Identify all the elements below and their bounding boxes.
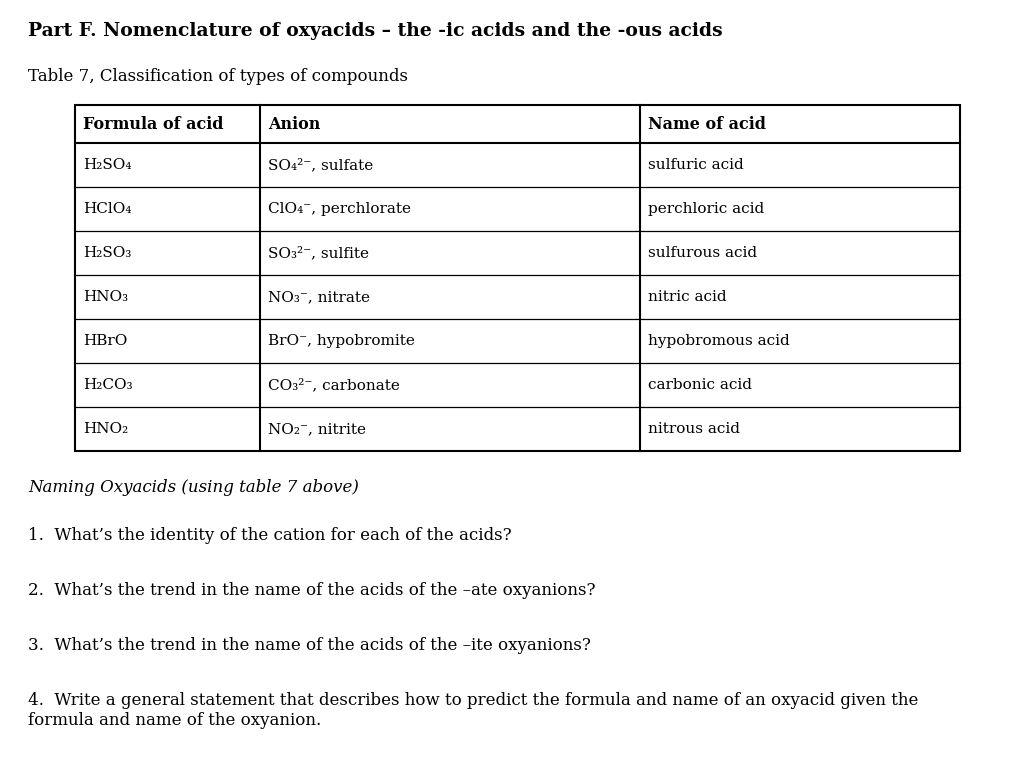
Text: HNO₃: HNO₃ xyxy=(83,290,128,304)
Text: Anion: Anion xyxy=(268,115,321,132)
Text: HBrO: HBrO xyxy=(83,334,127,348)
Text: Part F. Nomenclature of oxyacids – the -ic acids and the -ous acids: Part F. Nomenclature of oxyacids – the -… xyxy=(28,22,723,40)
Text: Name of acid: Name of acid xyxy=(648,115,766,132)
Text: HClO₄: HClO₄ xyxy=(83,202,131,216)
Text: H₂SO₄: H₂SO₄ xyxy=(83,158,131,172)
Text: H₂CO₃: H₂CO₃ xyxy=(83,378,133,392)
Text: nitrous acid: nitrous acid xyxy=(648,422,740,436)
Text: 4.  Write a general statement that describes how to predict the formula and name: 4. Write a general statement that descri… xyxy=(28,692,919,728)
Text: SO₄²⁻, sulfate: SO₄²⁻, sulfate xyxy=(268,158,374,172)
Text: sulfurous acid: sulfurous acid xyxy=(648,246,757,260)
Text: Formula of acid: Formula of acid xyxy=(83,115,223,132)
Text: Naming Oxyacids (using table 7 above): Naming Oxyacids (using table 7 above) xyxy=(28,479,358,496)
Text: H₂SO₃: H₂SO₃ xyxy=(83,246,131,260)
Text: HNO₂: HNO₂ xyxy=(83,422,128,436)
Text: carbonic acid: carbonic acid xyxy=(648,378,752,392)
Text: NO₂⁻, nitrite: NO₂⁻, nitrite xyxy=(268,422,366,436)
Text: NO₃⁻, nitrate: NO₃⁻, nitrate xyxy=(268,290,370,304)
Text: Table 7, Classification of types of compounds: Table 7, Classification of types of comp… xyxy=(28,68,408,85)
Text: 3.  What’s the trend in the name of the acids of the –ite oxyanions?: 3. What’s the trend in the name of the a… xyxy=(28,637,591,654)
Text: perchloric acid: perchloric acid xyxy=(648,202,764,216)
Text: 1.  What’s the identity of the cation for each of the acids?: 1. What’s the identity of the cation for… xyxy=(28,527,512,544)
Text: SO₃²⁻, sulfite: SO₃²⁻, sulfite xyxy=(268,246,369,260)
Bar xyxy=(75,105,961,451)
Text: BrO⁻, hypobromite: BrO⁻, hypobromite xyxy=(268,334,415,348)
Text: sulfuric acid: sulfuric acid xyxy=(648,158,743,172)
Text: nitric acid: nitric acid xyxy=(648,290,727,304)
Text: 2.  What’s the trend in the name of the acids of the –ate oxyanions?: 2. What’s the trend in the name of the a… xyxy=(28,582,596,599)
Text: ClO₄⁻, perchlorate: ClO₄⁻, perchlorate xyxy=(268,202,411,216)
Text: CO₃²⁻, carbonate: CO₃²⁻, carbonate xyxy=(268,378,400,392)
Text: hypobromous acid: hypobromous acid xyxy=(648,334,790,348)
